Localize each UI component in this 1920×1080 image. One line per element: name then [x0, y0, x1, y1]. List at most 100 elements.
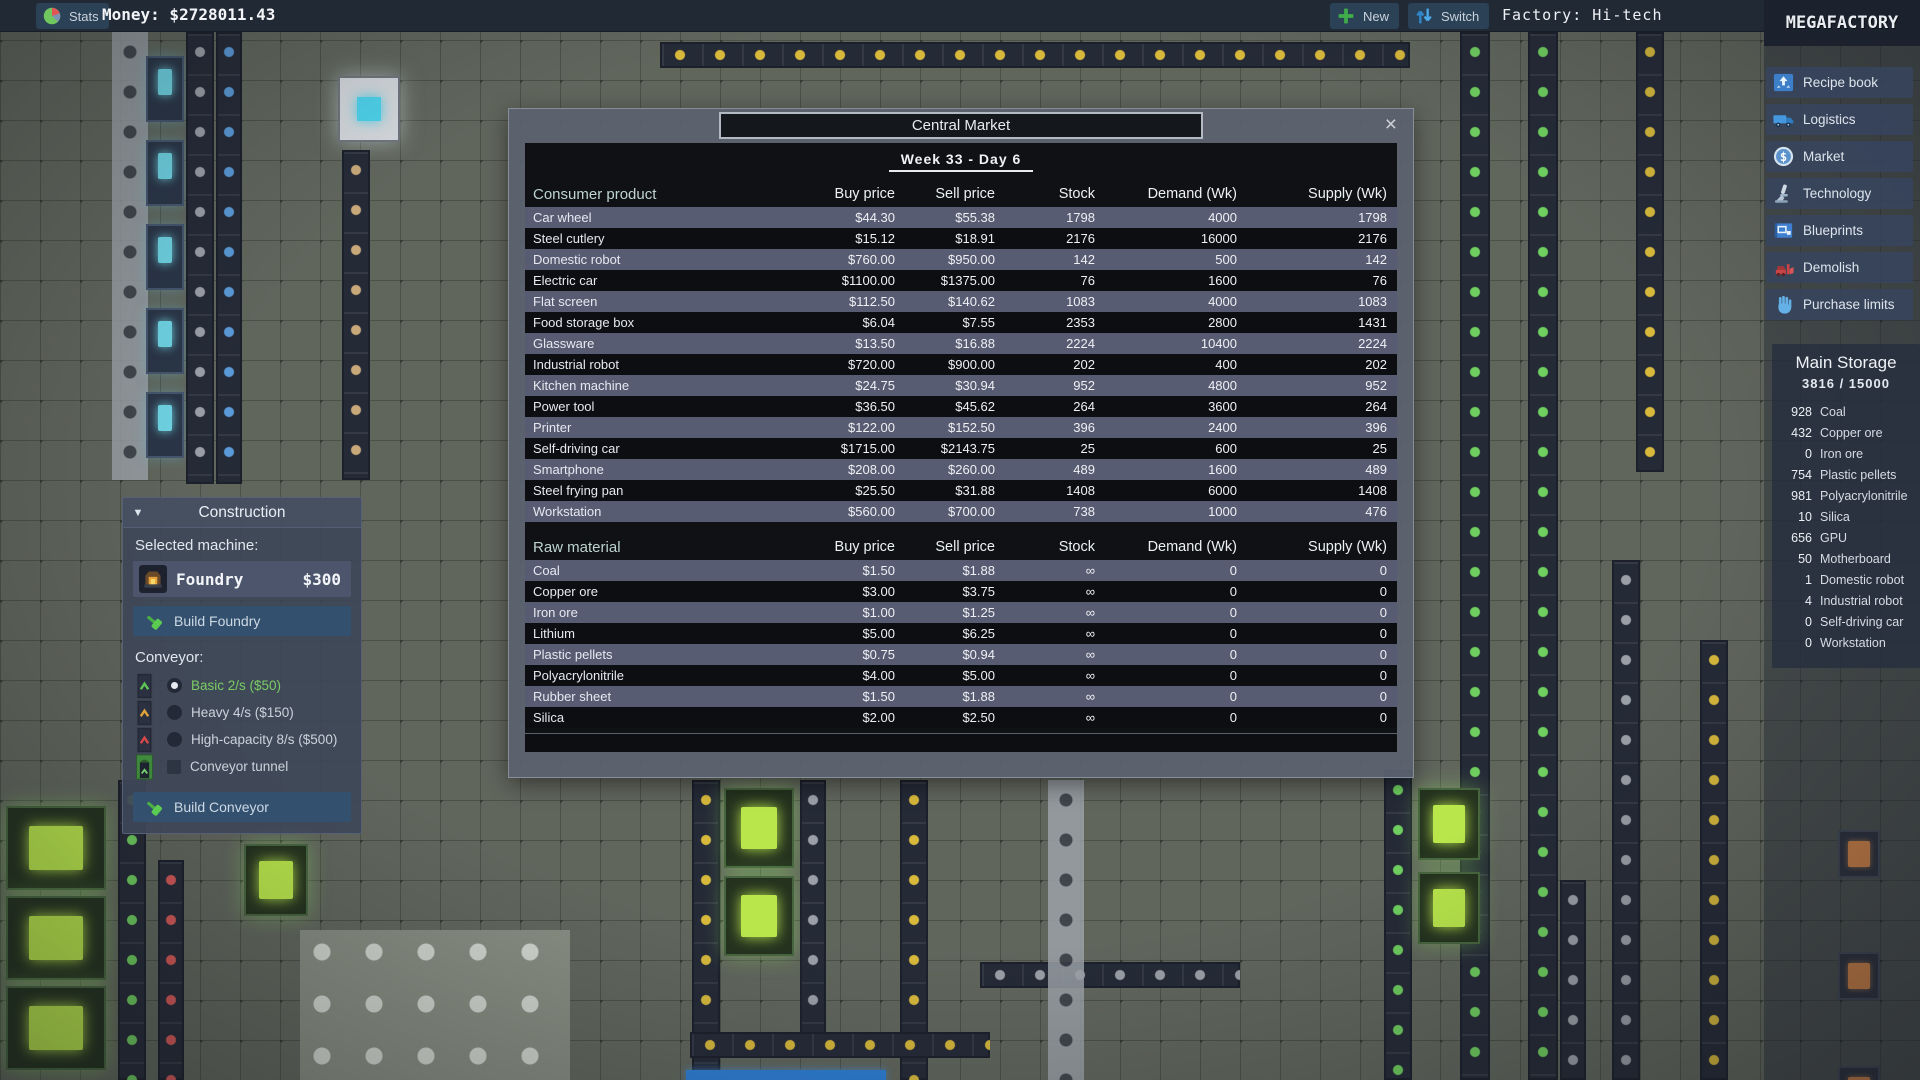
foundry-machine[interactable]	[244, 844, 308, 916]
foundry-machine[interactable]	[1418, 872, 1480, 944]
sidebar-button-blueprints[interactable]: Blueprints	[1766, 215, 1913, 246]
smelter-machine[interactable]	[1838, 952, 1880, 1000]
product-value: 0	[1229, 710, 1237, 725]
raw-material-table: Raw material Buy price Sell price Stock Dema…	[525, 534, 1397, 728]
machine-name: Foundry	[176, 569, 244, 589]
product-value: 1083	[1358, 294, 1387, 309]
checkbox[interactable]	[167, 759, 181, 774]
table-footer-strip	[525, 734, 1397, 752]
assembler-machine[interactable]	[146, 392, 184, 458]
conveyor-belt[interactable]	[186, 32, 214, 484]
new-factory-button[interactable]: New	[1330, 3, 1400, 29]
conveyor-option-conveyor-tunnel[interactable]: Conveyor tunnel	[135, 753, 361, 780]
foundry-machine[interactable]	[6, 986, 106, 1070]
construction-title: Construction	[198, 503, 286, 521]
hammer-icon	[147, 801, 162, 816]
radio-button[interactable]	[167, 732, 182, 747]
assembler-machine[interactable]	[146, 308, 184, 374]
sidebar-button-technology[interactable]: Technology	[1766, 178, 1913, 209]
smelter-machine[interactable]	[1838, 830, 1880, 878]
column-header: Demand (Wk)	[1147, 539, 1237, 555]
sidebar-button-purchase-limits[interactable]: Purchase limits	[1766, 289, 1913, 320]
market-coin-icon: $	[1770, 145, 1796, 169]
conveyor-belt[interactable]	[980, 962, 1240, 988]
conveyor-belt[interactable]	[800, 780, 826, 1036]
storage-item-name: Plastic pellets	[1820, 467, 1897, 482]
product-value: 0	[1379, 626, 1387, 641]
sidebar-button-logistics[interactable]: Logistics	[1766, 104, 1913, 135]
central-market-dialog: Central Market × Week 33 - Day 6 Consume…	[508, 108, 1414, 778]
conveyor-belt[interactable]	[158, 860, 184, 1080]
foundry-machine[interactable]	[724, 876, 794, 956]
product-value: $3.75	[962, 584, 995, 599]
conveyor-belt[interactable]	[342, 150, 370, 480]
conveyor-belt[interactable]	[900, 780, 928, 1080]
product-value: 0	[1379, 584, 1387, 599]
switch-factory-button[interactable]: Switch	[1408, 3, 1490, 29]
product-name: Iron ore	[533, 605, 578, 620]
product-name: Rubber sheet	[533, 689, 612, 704]
stats-pie-icon	[41, 5, 63, 27]
radio-button[interactable]	[167, 678, 182, 693]
machine-column[interactable]	[112, 32, 148, 480]
product-value: $140.62	[948, 294, 995, 309]
foundry-machine[interactable]	[1418, 788, 1480, 860]
build-conveyor-button[interactable]: Build Conveyor	[133, 792, 351, 822]
sidebar-button-label: Logistics	[1803, 112, 1856, 127]
build-foundry-button[interactable]: Build Foundry	[133, 606, 351, 636]
machine-column[interactable]	[1048, 780, 1084, 1080]
conveyor-belt[interactable]	[1528, 32, 1558, 1080]
storage-item-count: 1	[1805, 572, 1812, 587]
storage-item-name: Coal	[1820, 404, 1846, 419]
radio-button[interactable]	[167, 705, 182, 720]
dialog-title-bar[interactable]: Central Market	[719, 112, 1203, 139]
switch-arrows-icon	[1413, 5, 1435, 27]
conveyor-belt[interactable]	[216, 32, 242, 484]
product-value: $5.00	[862, 626, 895, 641]
selected-machine-row[interactable]: Foundry $300	[133, 561, 351, 597]
conveyor-option-heavy-4-s-150-[interactable]: Heavy 4/s ($150)	[135, 699, 361, 726]
column-header: Raw material	[533, 538, 621, 556]
svg-text:$: $	[1779, 150, 1786, 164]
product-value: 1798	[1358, 210, 1387, 225]
conveyor-belt[interactable]	[660, 42, 1410, 68]
assembler-machine[interactable]	[146, 56, 184, 122]
foundry-machine[interactable]	[724, 788, 794, 868]
raw-row: Rubber sheet $1.50 $1.88 ∞ 0 0	[525, 686, 1397, 707]
storage-item-count: 981	[1791, 488, 1812, 503]
product-value: 202	[1365, 357, 1387, 372]
product-value: 1000	[1208, 504, 1237, 519]
raw-row: Silica $2.00 $2.50 ∞ 0 0	[525, 707, 1397, 728]
storage-item-name: Industrial robot	[1820, 593, 1903, 608]
sidebar-button-demolish[interactable]: Demolish	[1766, 252, 1913, 283]
collapse-triangle-icon[interactable]: ▼	[132, 506, 144, 519]
foundry-machine[interactable]	[6, 806, 106, 890]
conveyor-belt[interactable]	[1612, 560, 1640, 1080]
sidebar-button-recipe-book[interactable]: Recipe book	[1766, 67, 1913, 98]
assembler-machine[interactable]	[146, 224, 184, 290]
foundry-machine[interactable]	[6, 896, 106, 980]
conveyor-belt[interactable]	[1384, 770, 1412, 1080]
conveyor-belt[interactable]	[1560, 880, 1586, 1080]
sidebar-button-market[interactable]: $ Market	[1766, 141, 1913, 172]
smelter-machine[interactable]	[1838, 1066, 1880, 1080]
product-value: $1375.00	[940, 273, 995, 288]
close-icon[interactable]: ×	[1384, 113, 1397, 136]
product-value: 952	[1365, 378, 1387, 393]
conveyor-belt[interactable]	[692, 780, 720, 1080]
conveyor-belt[interactable]	[690, 1032, 990, 1058]
product-value: $950.00	[948, 252, 995, 267]
consumer-row: Domestic robot $760.00 $950.00 142 500 142	[525, 249, 1397, 270]
product-value: ∞	[1085, 584, 1095, 599]
conveyor-belt[interactable]	[1636, 32, 1664, 472]
product-name: Self-driving car	[533, 441, 620, 456]
stats-button[interactable]: Stats	[36, 3, 109, 29]
beacon-machine[interactable]	[338, 76, 400, 142]
conveyor-option-basic-2-s-50-[interactable]: Basic 2/s ($50)	[135, 672, 361, 699]
product-value: 476	[1365, 504, 1387, 519]
product-value: 0	[1229, 689, 1237, 704]
assembler-machine[interactable]	[146, 140, 184, 206]
conveyor-option-high-capacity-8-s-500-[interactable]: High-capacity 8/s ($500)	[135, 726, 361, 753]
product-name: Copper ore	[533, 584, 599, 599]
conveyor-belt[interactable]	[1700, 640, 1728, 1080]
